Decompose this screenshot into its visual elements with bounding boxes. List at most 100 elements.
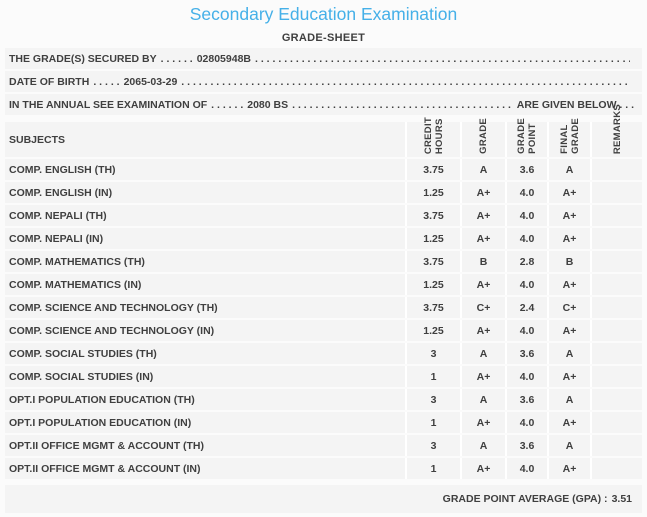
final-grade-cell: A+	[547, 182, 590, 203]
grade-cell: A	[460, 159, 505, 180]
subject-cell: COMP. SCIENCE AND TECHNOLOGY (IN)	[9, 324, 215, 337]
gpa-row: GRADE POINT AVERAGE (GPA) : 3.51	[5, 485, 642, 513]
grade-cell: A+	[460, 458, 505, 479]
final-grade-cell: A+	[547, 205, 590, 226]
gpa-label: GRADE POINT AVERAGE (GPA) :	[442, 493, 608, 505]
final-grade-cell: A+	[547, 458, 590, 479]
gpa-value: 3.51	[611, 493, 632, 505]
grade-cell: A+	[460, 205, 505, 226]
info-section: THE GRADE(S) SECURED BY . . . . . . 0280…	[5, 48, 642, 115]
credit-hours-cell: 1.25	[405, 228, 460, 249]
grade-cell: A+	[460, 366, 505, 387]
dotted-leader: . . . . . . . . . . . . . . . . . . . . …	[292, 98, 513, 111]
credit-hours-cell: 1.25	[405, 274, 460, 295]
table-row: COMP. NEPALI (TH) 3.75 A+ 4.0 A+	[5, 205, 642, 226]
info-line-secured-by: THE GRADE(S) SECURED BY . . . . . . 0280…	[5, 48, 642, 69]
final-grade-cell: A+	[547, 412, 590, 433]
info-line-examination-year: IN THE ANNUAL SEE EXAMINATION OF . . . .…	[5, 94, 642, 115]
info-label: IN THE ANNUAL SEE EXAMINATION OF	[9, 98, 208, 111]
grade-cell: A	[460, 435, 505, 456]
final-grade-cell: A	[547, 435, 590, 456]
grade-point-cell: 4.0	[505, 412, 547, 433]
credit-hours-cell: 1	[405, 412, 460, 433]
final-grade-cell: A+	[547, 274, 590, 295]
table-row: OPT.I POPULATION EDUCATION (IN) 1 A+ 4.0…	[5, 412, 642, 433]
remarks-cell	[590, 458, 642, 479]
grade-point-cell: 4.0	[505, 458, 547, 479]
table-row: COMP. ENGLISH (TH) 3.75 A 3.6 A	[5, 159, 642, 180]
final-grade-cell: B	[547, 251, 590, 272]
exam-year-value: 2080 BS	[247, 98, 289, 111]
subject-cell: COMP. ENGLISH (TH)	[9, 163, 116, 176]
credit-hours-cell: 3.75	[405, 159, 460, 180]
table-row: COMP. SCIENCE AND TECHNOLOGY (TH) 3.75 C…	[5, 297, 642, 318]
subject-cell: COMP. NEPALI (TH)	[9, 209, 107, 222]
subject-cell: COMP. SOCIAL STUDIES (TH)	[9, 347, 157, 360]
final-grade-cell: C+	[547, 297, 590, 318]
credit-hours-cell: 1	[405, 458, 460, 479]
table-row: OPT.I POPULATION EDUCATION (TH) 3 A 3.6 …	[5, 389, 642, 410]
grade-cell: A+	[460, 274, 505, 295]
final-grade-cell: A	[547, 343, 590, 364]
grade-point-header-label: GRADE POINT	[516, 118, 538, 154]
dotted-leader: . . . . . . . . . . . . . . . . . . . . …	[181, 75, 630, 88]
final-grade-header-label: FINAL GRADE	[558, 118, 581, 154]
credit-hours-cell: 3.75	[405, 297, 460, 318]
subject-cell: COMP. NEPALI (IN)	[9, 232, 104, 245]
grade-cell: A+	[460, 412, 505, 433]
grade-point-column-header: GRADE POINT	[505, 118, 547, 157]
grade-point-cell: 3.6	[505, 389, 547, 410]
final-grade-cell: A+	[547, 228, 590, 249]
grade-cell: A+	[460, 182, 505, 203]
info-tail: ARE GIVEN BELOW . . .	[516, 98, 634, 111]
grade-cell: B	[460, 251, 505, 272]
table-row: COMP. SCIENCE AND TECHNOLOGY (IN) 1.25 A…	[5, 320, 642, 341]
grade-header-label: GRADE	[478, 118, 489, 154]
subject-cell: OPT.II OFFICE MGMT & ACCOUNT (IN)	[9, 462, 201, 475]
remarks-column-header: REMARKS	[590, 104, 642, 157]
credit-hours-cell: 3	[405, 343, 460, 364]
grade-cell: A+	[460, 320, 505, 341]
grade-sheet-heading: GRADE-SHEET	[281, 32, 366, 44]
dotted-leader: . . . . . . . . . . . . . . . . . . . . …	[255, 52, 630, 65]
remarks-cell	[590, 343, 642, 364]
subject-cell: OPT.II OFFICE MGMT & ACCOUNT (TH)	[9, 439, 205, 452]
subject-cell: COMP. MATHEMATICS (TH)	[9, 255, 145, 268]
page-title: Secondary Education Examination	[189, 4, 458, 24]
table-row: COMP. SOCIAL STUDIES (TH) 3 A 3.6 A	[5, 343, 642, 364]
grade-point-cell: 3.6	[505, 159, 547, 180]
subject-cell: COMP. MATHEMATICS (IN)	[9, 278, 142, 291]
results-table: SUBJECTS CREDIT HOURS GRADE GRADE POINT …	[5, 104, 642, 479]
grade-point-cell: 2.8	[505, 251, 547, 272]
info-label: DATE OF BIRTH	[9, 75, 90, 88]
subject-cell: COMP. SCIENCE AND TECHNOLOGY (TH)	[9, 301, 218, 314]
subject-cell: COMP. SOCIAL STUDIES (IN)	[9, 370, 154, 383]
credit-hours-cell: 1	[405, 366, 460, 387]
grade-point-cell: 4.0	[505, 228, 547, 249]
date-of-birth-value: 2065-03-29	[123, 75, 178, 88]
remarks-cell	[590, 366, 642, 387]
grade-column-header: GRADE	[460, 118, 505, 157]
grade-point-cell: 3.6	[505, 343, 547, 364]
remarks-header-label: REMARKS	[611, 103, 623, 154]
table-row: COMP. ENGLISH (IN) 1.25 A+ 4.0 A+	[5, 182, 642, 203]
credit-hours-cell: 3.75	[405, 205, 460, 226]
remarks-cell	[590, 297, 642, 318]
subject-cell: OPT.I POPULATION EDUCATION (TH)	[9, 393, 195, 406]
credit-hours-cell: 1.25	[405, 182, 460, 203]
credit-hours-cell: 3	[405, 389, 460, 410]
grade-cell: A	[460, 343, 505, 364]
subjects-column-header: SUBJECTS	[9, 133, 66, 146]
table-row: COMP. SOCIAL STUDIES (IN) 1 A+ 4.0 A+	[5, 366, 642, 387]
dotted-separator: . . . . . .	[160, 52, 193, 65]
remarks-cell	[590, 389, 642, 410]
final-grade-cell: A	[547, 159, 590, 180]
info-label: THE GRADE(S) SECURED BY	[9, 52, 157, 65]
remarks-cell	[590, 228, 642, 249]
table-row: COMP. NEPALI (IN) 1.25 A+ 4.0 A+	[5, 228, 642, 249]
grade-point-cell: 4.0	[505, 205, 547, 226]
table-row: COMP. MATHEMATICS (IN) 1.25 A+ 4.0 A+	[5, 274, 642, 295]
credit-hours-header-label: CREDIT HOURS	[422, 116, 445, 154]
info-line-date-of-birth: DATE OF BIRTH . . . . . 2065-03-29 . . .…	[5, 71, 642, 92]
